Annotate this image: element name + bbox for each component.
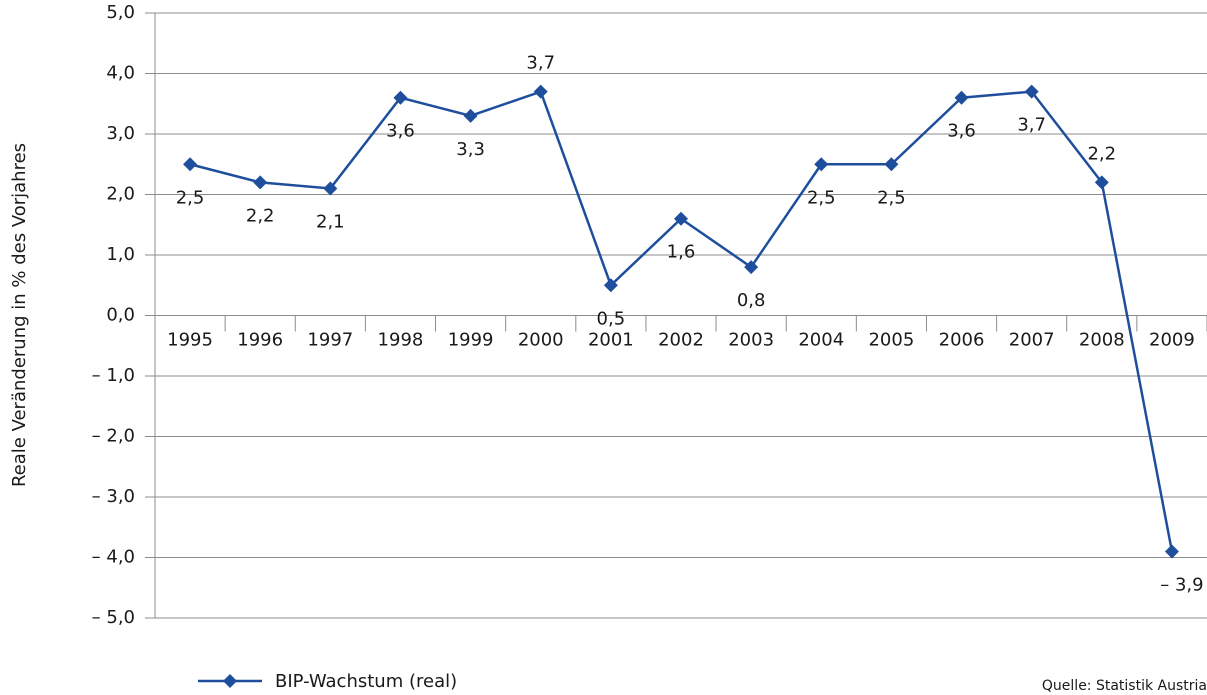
data-label: 3,7: [1017, 115, 1046, 136]
x-tick-label: 2005: [868, 330, 914, 351]
marker: [1094, 175, 1109, 190]
y-tick-label: – 2,0: [92, 426, 135, 447]
y-tick-label: 1,0: [106, 244, 135, 265]
x-tick-label: 2001: [588, 330, 634, 351]
y-tick-label: 2,0: [106, 184, 135, 205]
x-tick-label: 2000: [518, 330, 564, 351]
data-label: 3,3: [456, 139, 485, 160]
marker: [323, 181, 338, 196]
marker: [463, 108, 478, 123]
x-tick-label: 1999: [448, 330, 494, 351]
x-tick-label: 2009: [1149, 330, 1195, 351]
marker: [533, 84, 548, 99]
y-tick-label: – 5,0: [92, 607, 135, 628]
marker: [884, 157, 899, 172]
source: Quelle: Statistik Austria: [1042, 678, 1207, 694]
y-axis-title: Reale Veränderung in % des Vorjahres: [9, 143, 30, 487]
data-label: 2,5: [176, 187, 205, 208]
data-label: 1,6: [667, 242, 696, 263]
marker: [1024, 84, 1039, 99]
y-tick-label: 0,0: [106, 305, 135, 326]
x-tick-label: 1997: [307, 330, 353, 351]
data-label: 3,7: [526, 53, 555, 74]
marker: [603, 278, 618, 293]
data-label: 2,2: [1087, 143, 1116, 164]
data-label: 3,6: [386, 121, 415, 142]
y-tick-label: – 3,0: [92, 486, 135, 507]
series-line: [189, 90, 1174, 552]
data-label: 0,8: [737, 290, 766, 311]
y-tick-label: 4,0: [106, 63, 135, 84]
x-tick-label: 2008: [1079, 330, 1125, 351]
marker: [814, 157, 829, 172]
y-tick-label: – 4,0: [92, 547, 135, 568]
legend-marker: [223, 674, 237, 688]
data-label: – 3,9: [1160, 574, 1203, 595]
x-tick-label: 1996: [237, 330, 283, 351]
x-tick-label: 2002: [658, 330, 704, 351]
x-tick-label: 1998: [378, 330, 424, 351]
marker: [954, 90, 969, 105]
marker: [393, 90, 408, 105]
data-label: 2,5: [807, 187, 836, 208]
y-tick-label: 3,0: [106, 123, 135, 144]
marker: [674, 211, 688, 226]
y-tick-label: 5,0: [106, 2, 135, 23]
x-tick-label: 2007: [1009, 330, 1055, 351]
x-tick-label: 2006: [939, 330, 985, 351]
data-label: 3,6: [947, 121, 976, 142]
marker: [744, 260, 759, 275]
x-tick-label: 2004: [798, 330, 844, 351]
data-label: 0,5: [597, 308, 626, 329]
x-tick-label: 1995: [167, 330, 213, 351]
marker: [253, 175, 268, 190]
legend-label: BIP-Wachstum (real): [275, 671, 457, 692]
marker: [1164, 544, 1179, 559]
marker: [183, 157, 198, 172]
data-label: 2,5: [877, 187, 906, 208]
data-label: 2,1: [316, 211, 345, 232]
x-tick-label: 2003: [728, 330, 774, 351]
y-tick-label: – 1,0: [92, 365, 135, 386]
data-label: 2,2: [246, 205, 275, 226]
